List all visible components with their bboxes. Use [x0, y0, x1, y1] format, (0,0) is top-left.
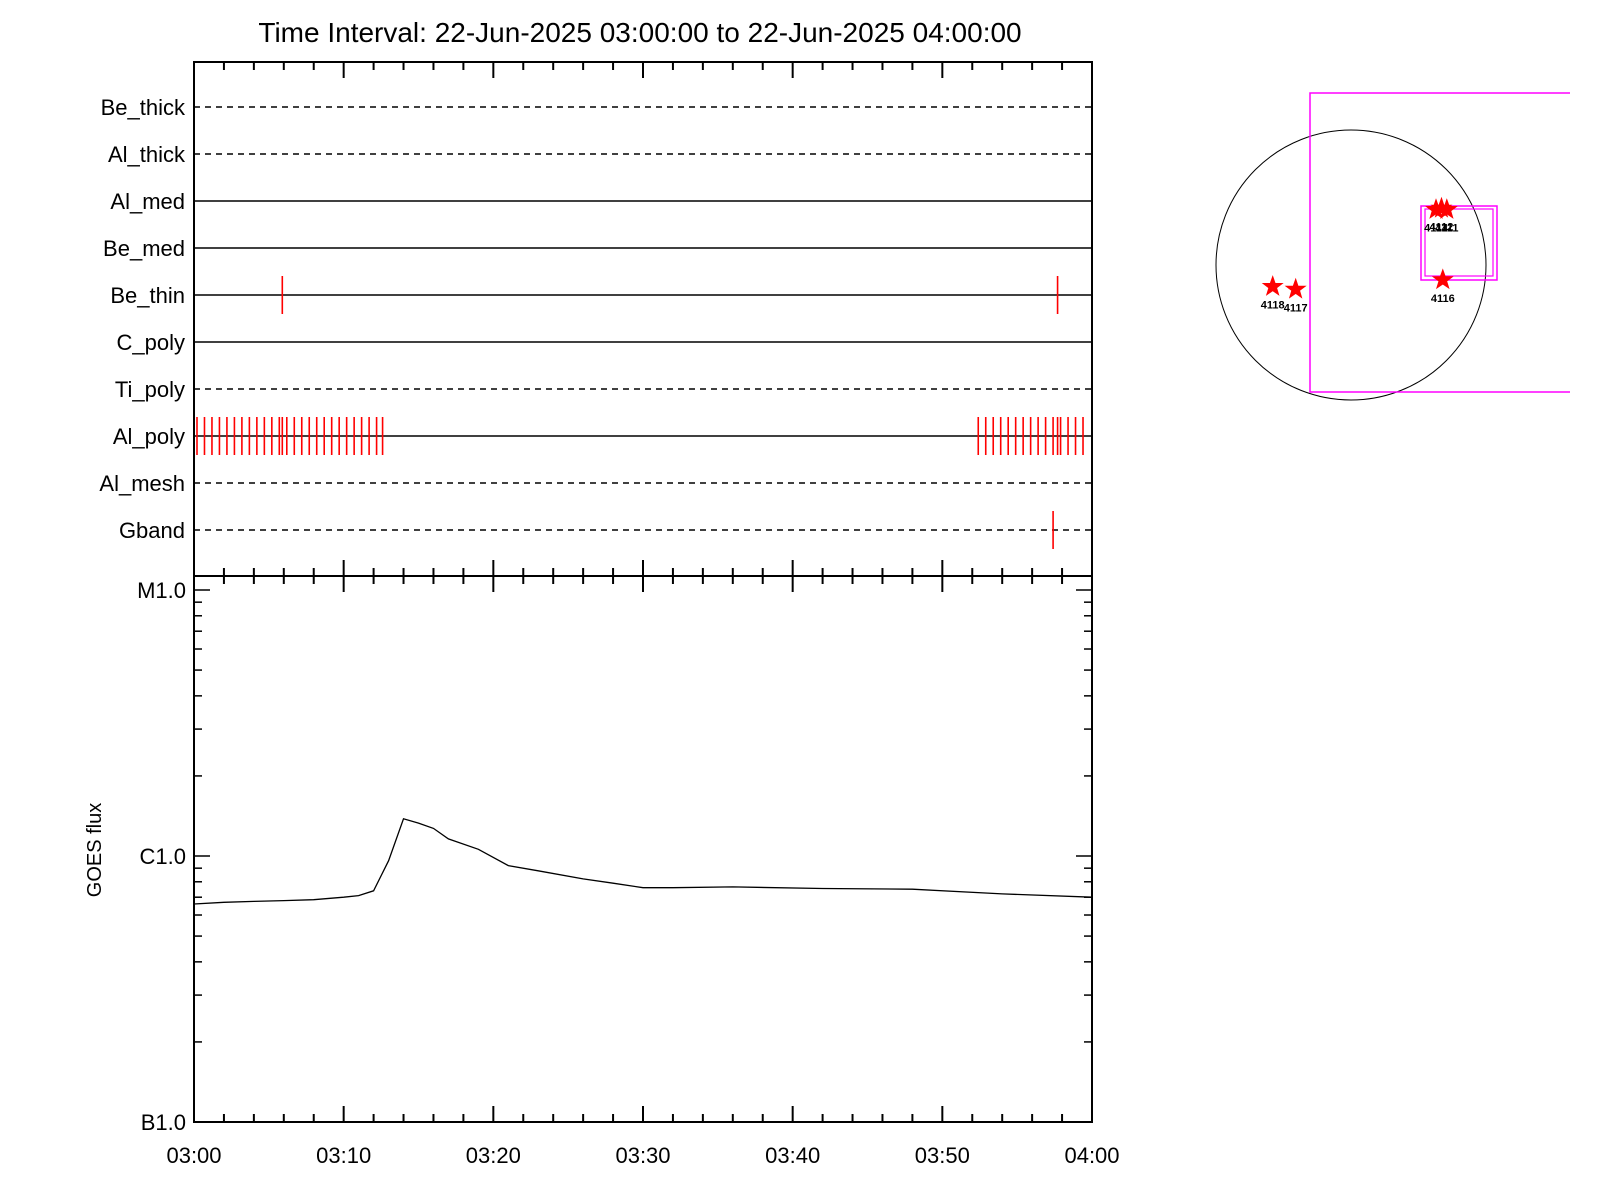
fov-outline: [1309, 92, 1570, 393]
active-region-label: 4111: [1435, 223, 1458, 235]
active-region-label: 4112: [1430, 221, 1454, 233]
active-region-star: [1430, 196, 1453, 218]
fov-box: [1420, 205, 1498, 281]
x-tick-label: 03:40: [765, 1143, 820, 1168]
channel-label: C_poly: [117, 330, 185, 355]
channel-label: Al_med: [110, 189, 185, 214]
timeline-frame: [193, 61, 1093, 577]
y-axis-label: GOES flux: [84, 803, 106, 897]
active-region-label: 4118: [1261, 300, 1285, 312]
active-region-label: 4117: [1284, 302, 1308, 314]
y-tick-label: C1.0: [140, 844, 186, 869]
fov-box: [1424, 208, 1494, 277]
goes-flux-line: [193, 818, 1093, 905]
x-tick-label: 03:10: [316, 1143, 371, 1168]
flux-frame: [193, 575, 1093, 1123]
channel-label: Ti_poly: [115, 377, 185, 402]
goes-flux-panel: B1.0 C1.0 M1.0 GOES flux: [84, 575, 1093, 1135]
channel-timeline-panel: Be_thick Al_thick Al_med Be_med Be_thin C_pol…: [99, 61, 1093, 577]
active-region-star: [1431, 268, 1454, 290]
solar-limb: [1215, 129, 1487, 401]
active-region-star: [1261, 275, 1284, 296]
channel-label: Al_mesh: [99, 471, 185, 496]
channel-label: Al_poly: [113, 424, 185, 449]
channel-label: Be_thin: [110, 283, 185, 308]
channel-label: Be_med: [103, 236, 185, 261]
active-region-label: 4114: [1424, 223, 1449, 235]
time-axis: 03:00 03:10 03:20 03:30 03:40 03:50 04:00: [166, 62, 1120, 1168]
channel-label: Be_thick: [101, 95, 186, 120]
channel-label: Gband: [119, 518, 185, 543]
active-region-label: 4116: [1431, 293, 1455, 305]
x-tick-label: 03:20: [466, 1143, 521, 1168]
channel-label: Al_thick: [108, 142, 186, 167]
y-tick-label: M1.0: [137, 578, 186, 603]
y-tick-label: B1.0: [141, 1110, 186, 1135]
chart-title: Time Interval: 22-Jun-2025 03:00:00 to 2…: [258, 17, 1021, 48]
x-tick-label: 03:00: [166, 1143, 221, 1168]
x-tick-label: 03:50: [915, 1143, 970, 1168]
x-tick-label: 03:30: [615, 1143, 670, 1168]
x-tick-label: 04:00: [1064, 1143, 1119, 1168]
active-region-star: [1284, 277, 1307, 299]
